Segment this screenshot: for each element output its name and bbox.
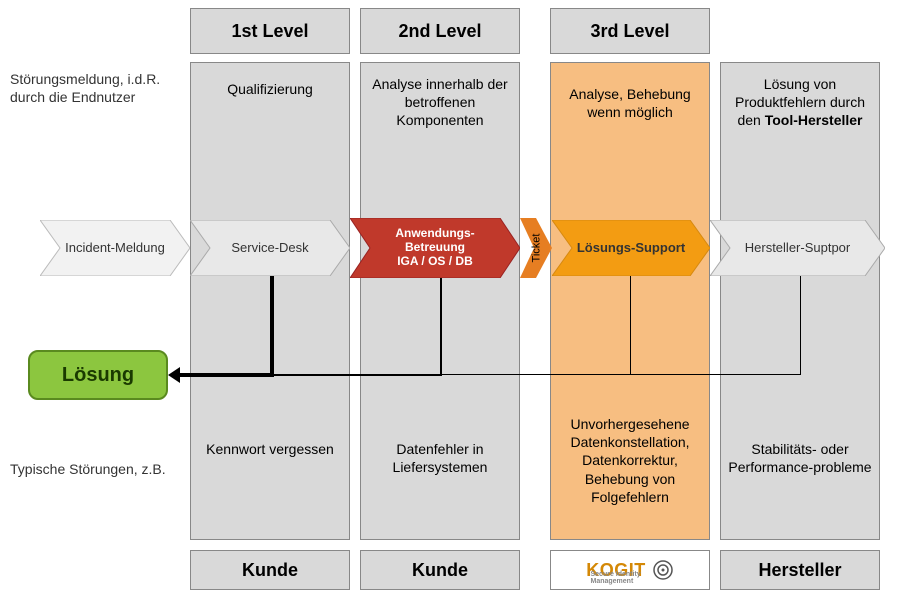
line-v1 <box>270 276 274 375</box>
line-v2 <box>440 278 442 375</box>
cell-c1-bot: Kennwort vergessen <box>195 440 345 458</box>
line-h3 <box>442 374 631 375</box>
cell-c3-top: Analyse, Behebung wenn möglich <box>555 85 705 121</box>
line-h-main <box>178 373 274 377</box>
line-h2 <box>274 374 442 376</box>
solution-box: Lösung <box>28 350 168 400</box>
cell-c4-bot: Stabilitäts- oder Performance-probleme <box>725 440 875 476</box>
cell-c2-top: Analyse innerhalb der betroffenen Kompon… <box>365 75 515 130</box>
line-h4 <box>631 374 801 375</box>
line-v3 <box>630 276 631 375</box>
header-level3: 3rd Level <box>550 8 710 54</box>
cell-c3-bot: Unvorhergesehene Datenkonstellation, Dat… <box>555 415 705 506</box>
arrow-anwendung: Anwendungs-BetreuungIGA / OS / DB <box>350 218 520 278</box>
arrow-ticket: Ticket <box>520 218 552 278</box>
arrow-support: Lösungs-Support <box>552 220 710 276</box>
row-label-bottom: Typische Störungen, z.B. <box>10 460 180 478</box>
cell-c4-top: Lösung von Produktfehlern durch den Tool… <box>725 75 875 130</box>
header-level1: 1st Level <box>190 8 350 54</box>
arrow-incident: Incident-Meldung <box>40 220 190 276</box>
support-level-diagram: { "headers": { "level1": "1st Level", "l… <box>0 0 900 600</box>
arrow-service-desk: Service-Desk <box>190 220 350 276</box>
line-v4 <box>800 276 801 375</box>
row-label-top: Störungsmeldung, i.d.R. durch die Endnut… <box>10 70 180 106</box>
footer-hersteller: Hersteller <box>720 550 880 590</box>
cell-c2-bot: Datenfehler in Liefersystemen <box>365 440 515 476</box>
arrow-hersteller: Hersteller-Suptpor <box>710 220 885 276</box>
footer-kogit: KOGIT Secure Identity Management <box>550 550 710 590</box>
footer-kunde2: Kunde <box>360 550 520 590</box>
footer-kunde1: Kunde <box>190 550 350 590</box>
cell-c1-top: Qualifizierung <box>195 80 345 98</box>
header-level2: 2nd Level <box>360 8 520 54</box>
arrowhead-solution <box>168 367 180 383</box>
